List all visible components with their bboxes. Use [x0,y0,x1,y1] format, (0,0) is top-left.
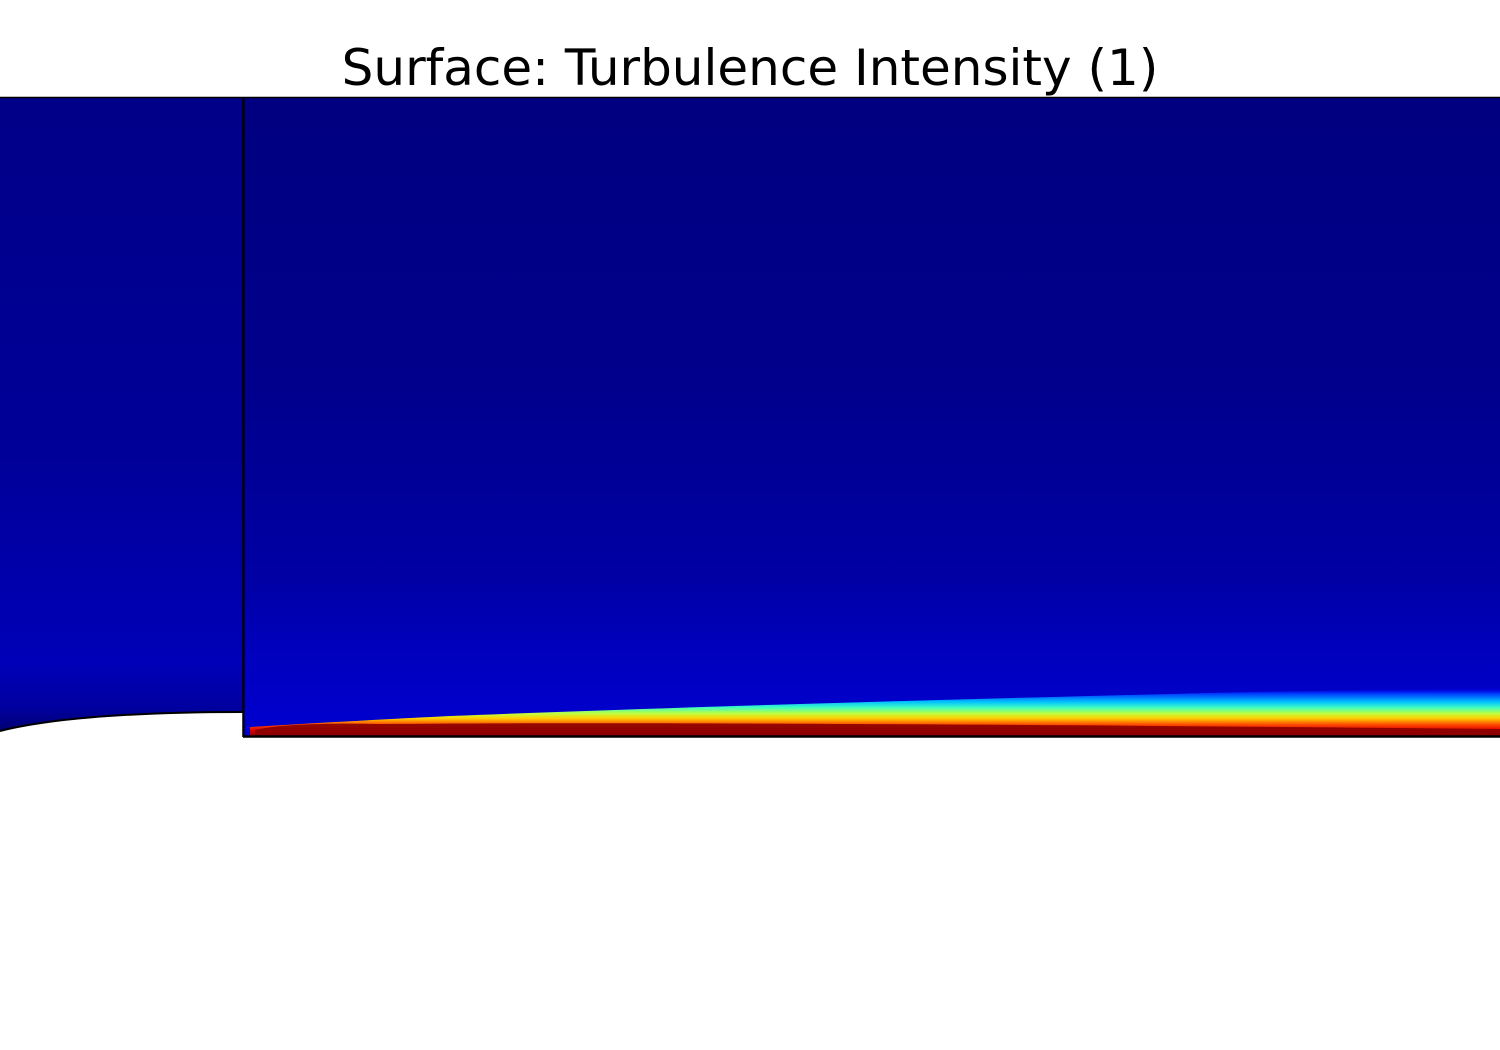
main-domain [243,97,1500,737]
inlet-lower-wall [0,711,244,732]
inlet-region [0,97,243,731]
wall-core [255,723,1500,737]
chart-title: Surface: Turbulence Intensity (1) [341,39,1159,97]
